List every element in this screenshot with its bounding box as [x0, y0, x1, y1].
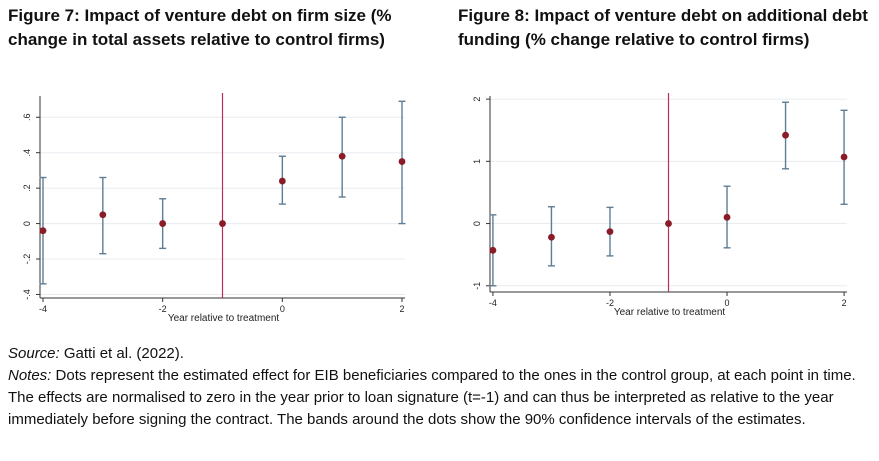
fig7-y-tick-label: .4 — [22, 149, 32, 157]
source-line: Source: Gatti et al. (2022). — [8, 343, 874, 365]
figure-8-chart: -1 0 1 2 -4 -2 0 2 Year relative to treatment — [444, 86, 864, 322]
fig7-x-tick-label: -4 — [39, 304, 47, 314]
fig8-y-tick-label: 0 — [472, 221, 482, 226]
fig8-x-tick-label: 0 — [725, 298, 730, 308]
source-text: Gatti et al. (2022). — [59, 345, 184, 362]
fig7-data-point — [398, 158, 406, 165]
fig8-data-point — [606, 228, 614, 236]
fig7-y-tick-label: .2 — [22, 184, 32, 192]
figure-8-title-bold: Figure 8: Impact of venture debt on addi… — [458, 6, 868, 49]
fig7-y-tick-label: -.2 — [22, 254, 32, 265]
fig8-y-tick-label: 1 — [472, 159, 482, 164]
fig7-data-point — [39, 227, 47, 235]
fig8-x-tick-label: 2 — [842, 298, 847, 308]
notes-section: Source: Gatti et al. (2022). Notes: Dots… — [8, 343, 874, 431]
fig7-x-axis-title: Year relative to treatment — [168, 313, 280, 324]
fig8-data-point — [489, 246, 497, 254]
fig8-x-tick-label: -2 — [606, 298, 614, 308]
fig8-y-tick-label: 2 — [472, 97, 482, 102]
fig7-x-tick-label: -2 — [159, 304, 167, 314]
figure-7-title-bold: Figure 7: Impact of venture debt on firm… — [8, 6, 366, 25]
fig8-y-tick-label: -1 — [472, 282, 482, 290]
fig7-y-tick-label: .6 — [22, 114, 32, 122]
figure-8-title: Figure 8: Impact of venture debt on addi… — [458, 4, 868, 52]
fig7-data-point — [159, 220, 167, 227]
fig7-y-tick-label: 0 — [22, 221, 32, 226]
notes-paragraph: Notes: Dots represent the estimated effe… — [8, 365, 874, 431]
figure-7-title-rest: (% change in total assets relative to co… — [8, 6, 392, 49]
notes-text: Dots represent the estimated effect for … — [8, 367, 856, 428]
fig8-x-axis-title: Year relative to treatment — [614, 307, 726, 318]
fig8-data-point — [548, 233, 555, 241]
fig8-data-point — [840, 153, 848, 161]
fig8-x-tick-label: -4 — [489, 298, 497, 308]
source-label: Source: — [8, 345, 60, 362]
fig7-data-point — [338, 152, 346, 160]
figure-7-title: Figure 7: Impact of venture debt on firm… — [8, 4, 428, 52]
fig8-data-point — [665, 220, 672, 227]
notes-label: Notes: — [8, 367, 52, 384]
fig7-x-tick-label: 2 — [400, 304, 405, 314]
figure-7-chart: -.4 -.2 0 .2 .4 .6 -4 -2 0 2 Year relative to trea… — [0, 86, 420, 332]
figure-8-title-rest: (% change relative to control firms) — [520, 30, 810, 49]
fig7-y-tick-label: -.4 — [22, 289, 32, 300]
fig7-data-point — [99, 211, 107, 219]
fig8-data-point — [723, 213, 731, 221]
fig7-x-tick-label: 0 — [280, 304, 285, 314]
fig7-data-point — [278, 177, 286, 185]
fig8-data-point — [782, 131, 789, 139]
fig7-data-point — [219, 220, 226, 227]
